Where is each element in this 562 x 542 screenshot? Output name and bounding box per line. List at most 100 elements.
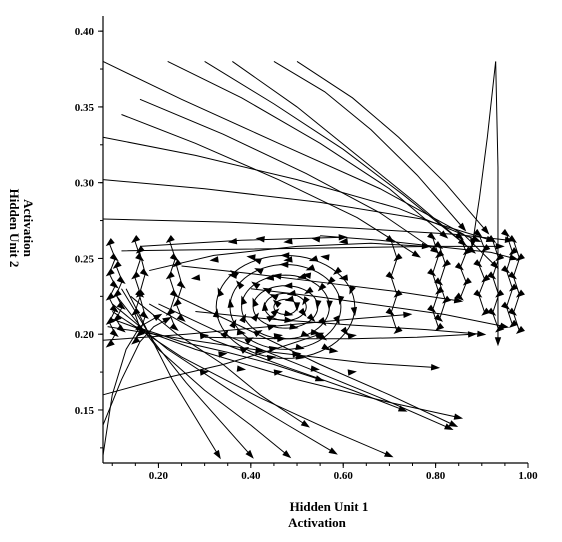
- arrow-column-5-0: [172, 259, 182, 268]
- arrow-row-2-0: [190, 274, 201, 281]
- arrow-column-8-0: [434, 241, 444, 250]
- arrow-column-4-0: [165, 234, 175, 244]
- arrow-column-6-1: [393, 253, 403, 262]
- arrow-column-7-3: [435, 286, 445, 295]
- trajectory-22: [125, 288, 219, 456]
- arrow-column-0-4: [105, 292, 115, 301]
- arrow-row-1-1: [246, 254, 256, 261]
- arrow-row-0-3: [311, 236, 321, 243]
- spiral-arrow-0-4: [283, 310, 294, 317]
- arrow-column-13-5: [515, 325, 525, 334]
- spiral-arrow-5-2: [217, 287, 225, 297]
- spiral-arrow-2-2: [262, 287, 272, 295]
- arrow-column-5-2: [172, 298, 182, 307]
- arrow-column-6-2: [385, 271, 395, 280]
- trajectory-arrow-27: [314, 375, 325, 382]
- arrow-row-2-3: [301, 272, 312, 279]
- spiral-arrow-3-2: [251, 281, 261, 290]
- arrow-row-0-1: [255, 236, 265, 243]
- arrow-row-1-0: [209, 256, 219, 263]
- arrow-column-9-4: [454, 292, 464, 301]
- trajectory-17: [112, 318, 459, 419]
- trajectory-arrow-4: [439, 230, 449, 239]
- spiral-arrow-5-6: [266, 354, 277, 362]
- arrow-column-3-4: [135, 328, 145, 338]
- spiral-arrow-5-12: [332, 266, 342, 275]
- x-axis-label: Hidden Unit 1 Activation: [288, 499, 368, 530]
- arrow-row-5-0: [199, 369, 210, 376]
- trajectory-23: [130, 295, 307, 426]
- arrow-column-0-6: [105, 316, 115, 325]
- spiral-arrow-0-1: [284, 295, 295, 302]
- arrow-column-1-4: [112, 313, 122, 322]
- arrow-column-11-4: [487, 307, 497, 316]
- arrow-row-5-3: [310, 365, 320, 372]
- arrow-row-1-3: [320, 254, 330, 261]
- trajectory-arrow-0: [490, 260, 499, 270]
- trajectory-arrow-18: [384, 450, 394, 458]
- arrow-column-1-2: [112, 289, 122, 298]
- arrow-row-3-3: [310, 328, 320, 336]
- arrow-column-3-3: [139, 310, 149, 319]
- arrow-column-9-3: [462, 277, 472, 286]
- x-tick-label-4: 1.00: [518, 470, 538, 482]
- trajectory-arrow-21: [245, 449, 254, 459]
- arrow-column-9-1: [462, 247, 472, 256]
- x-tick-label-2: 0.60: [334, 470, 354, 482]
- spiral-arrow-4-7: [295, 343, 305, 351]
- arrow-column-5-1: [176, 280, 186, 289]
- spiral-arrow-3-10: [317, 282, 327, 292]
- spiral-arrow-4-6: [268, 345, 279, 353]
- arrow-column-6-3: [393, 289, 403, 298]
- arrow-column-9-0: [454, 231, 464, 241]
- spiral-arrow-2-4: [251, 312, 260, 322]
- arrow-column-path-13: [512, 240, 520, 332]
- spiral-arrow-4-10: [338, 295, 345, 306]
- trajectory-arrow-13: [152, 313, 163, 322]
- y-axis-label-line-2: Activation: [21, 199, 36, 258]
- arrow-row-5-4: [347, 369, 357, 376]
- arrow-row-5-2: [273, 369, 284, 376]
- spiral-arrow-5-9: [340, 326, 349, 336]
- trajectory-arrow-16: [430, 364, 441, 371]
- trajectory-arrow-31: [421, 242, 431, 250]
- arrow-column-13-1: [515, 253, 525, 262]
- y-tick-label-5: 0.40: [75, 26, 95, 38]
- trajectory-4: [167, 61, 446, 237]
- trajectory-5: [204, 61, 464, 244]
- y-axis-label: Hidden Unit 2 Activation: [7, 189, 36, 268]
- spiral-arrow-3-1: [272, 273, 282, 280]
- arrow-column-4-5: [169, 322, 179, 331]
- arrow-column-7-4: [427, 304, 437, 313]
- arrow-column-12-4: [501, 301, 511, 310]
- arrow-column-1-5: [116, 324, 126, 333]
- arrow-row-3-4: [347, 333, 357, 340]
- arrow-column-13-4: [507, 307, 517, 316]
- trajectory-32: [181, 265, 459, 302]
- spiral-arrow-4-9: [333, 315, 340, 325]
- spiral-arrow-3-6: [277, 335, 287, 343]
- arrow-row-1-2: [283, 256, 293, 263]
- trajectory-arrow-28: [162, 316, 172, 325]
- arrow-column-11-1: [495, 253, 505, 262]
- arrow-column-13-2: [507, 271, 517, 280]
- arrow-column-path-5: [175, 264, 183, 320]
- arrow-row-0-4: [338, 238, 349, 245]
- trajectory-arrow-11: [494, 337, 502, 347]
- arrow-column-2-6: [131, 336, 141, 345]
- spiral-arrow-1-0: [302, 296, 310, 306]
- arrow-column-12-3: [508, 283, 519, 292]
- trajectory-25: [158, 303, 450, 429]
- trajectory-arrow-26: [448, 420, 459, 428]
- trajectory-29: [139, 236, 344, 247]
- y-axis-label-line-1: Hidden Unit 2: [7, 189, 22, 268]
- trajectory-12: [472, 61, 497, 244]
- arrow-column-7-2: [427, 268, 437, 277]
- arrow-column-0-0: [105, 237, 115, 247]
- arrow-column-0-8: [105, 339, 115, 348]
- arrow-column-11-2: [487, 271, 497, 280]
- arrow-column-13-0: [507, 234, 517, 244]
- axes: [102, 16, 528, 464]
- spiral-arrow-0-3: [270, 308, 280, 317]
- trajectory-arrow-10: [481, 225, 490, 235]
